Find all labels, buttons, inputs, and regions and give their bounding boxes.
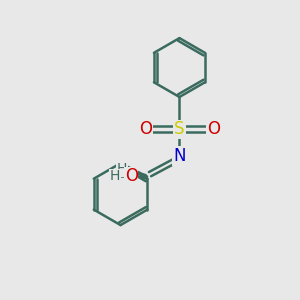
Text: H: H — [110, 169, 120, 183]
Text: O: O — [139, 120, 152, 138]
Text: O: O — [207, 120, 220, 138]
Text: S: S — [174, 120, 185, 138]
Text: H: H — [117, 162, 127, 176]
Text: N: N — [173, 147, 186, 165]
Text: O: O — [124, 167, 138, 185]
